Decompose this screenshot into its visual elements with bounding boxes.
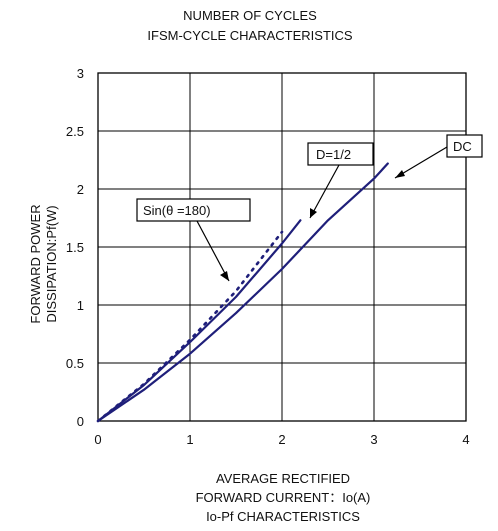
x-axis-label-line-3: Io-Pf CHARACTERISTICS [206,509,360,524]
y-tick-label: 2 [77,182,84,197]
y-tick-label: 2.5 [66,124,84,139]
callout-d12-arrowhead [310,208,317,218]
y-axis-label-line-1: FORWARD POWER [28,204,43,323]
callout-d12-box [307,142,374,166]
callout-dc-arrowhead [395,170,405,178]
callout-dc-label: DC [453,139,472,154]
callout-d12-label: D=1/2 [316,147,351,162]
y-tick-label: 3 [77,66,84,81]
callout-dc-box [446,134,483,158]
series-line-d-1-2 [96,219,302,423]
callout-sin-label: Sin(θ =180) [143,203,211,218]
series-line-dc [96,162,389,423]
y-axis-label-line-2: DISSIPATION:Pf(W) [44,205,59,322]
callout-sin-arrowhead [220,271,229,281]
x-tick-label: 3 [370,432,377,447]
chart-title-line-1: NUMBER OF CYCLES [183,8,317,23]
y-axis-label: FORWARD POWER DISSIPATION:Pf(W) [28,204,59,323]
y-tick-label: 1 [77,298,84,313]
x-tick-label: 2 [278,432,285,447]
callout-dc: DC [394,134,483,179]
callout-sin-arrow-line [196,220,230,282]
x-tick-label: 0 [94,432,101,447]
x-axis-label-line-2: FORWARD CURRENT：Io(A) [196,490,371,505]
x-axis-label-line-1: AVERAGE RECTIFIED [216,471,350,486]
callout-d12: D=1/2 [307,142,374,219]
callout-d12-arrow-line [309,164,340,219]
callout-sin-box [136,198,251,222]
grid-layer [98,73,466,421]
y-tick-label: 1.5 [66,240,84,255]
y-tick-label: 0 [77,414,84,429]
chart-title-line-2: IFSM-CYCLE CHARACTERISTICS [147,28,352,43]
callout-sin: Sin(θ =180) [136,198,251,282]
y-tick-label: 0.5 [66,356,84,371]
x-tick-label: 1 [186,432,193,447]
callout-dc-arrow-line [394,146,448,179]
x-tick-label: 4 [462,432,469,447]
series-layer [96,162,389,423]
tick-layer: 0 1 2 3 4 0 0.5 1 1.5 2 2.5 3 [66,66,470,447]
